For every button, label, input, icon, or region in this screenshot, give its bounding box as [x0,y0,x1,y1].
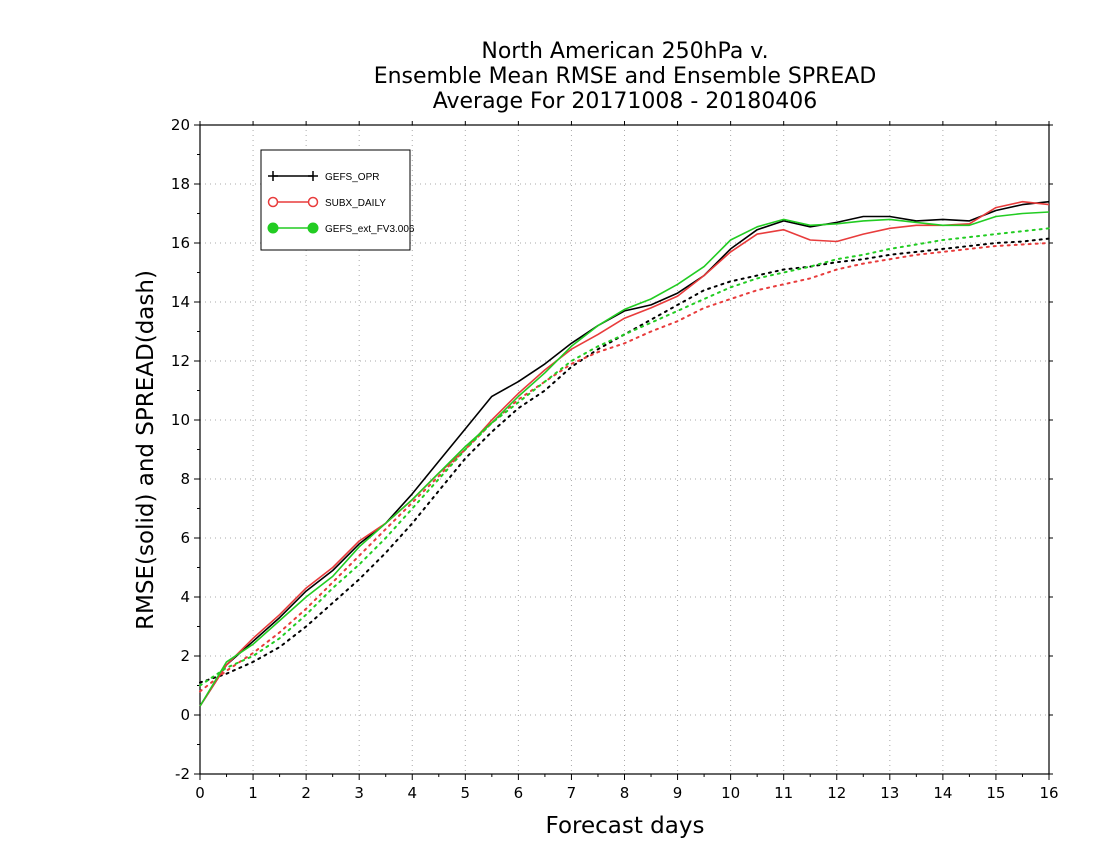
series-lines [199,200,1050,707]
x-tick-label: 3 [354,784,364,802]
series-spread-line [199,227,1050,687]
legend-marker-plus [268,171,278,181]
y-tick-label: 18 [171,175,190,193]
axes: 0 1 2 3 4 5 6 7 8 9 10 11 12 13 14 15 16-202468101214161… [171,116,1059,802]
x-tick-label: 5 [461,784,471,802]
x-tick-label: 7 [567,784,577,802]
x-tick-label: 0 [195,784,205,802]
chart-title-line-1: North American 250hPa v. [481,39,768,64]
chart-title-line-3: Average For 20171008 - 20180406 [433,89,818,114]
chart-title: North American 250hPa v. Ensemble Mean R… [374,39,877,114]
x-tick-label: 12 [827,784,846,802]
grid [200,125,1049,774]
y-tick-label: 2 [180,647,190,665]
y-tick-label: -2 [175,765,190,783]
legend-marker-dot [307,222,319,234]
legend-label: GEFS_ext_FV3.006 [325,224,415,235]
y-tick-label: 20 [171,116,190,134]
legend-box [260,149,411,251]
x-tick-label: 11 [774,784,793,802]
y-tick-label: 10 [171,411,190,429]
y-tick-label: 4 [180,588,190,606]
legend-marker-circle [267,196,279,208]
x-tick-label: 6 [514,784,524,802]
legend-label: SUBX_DAILY [325,198,386,209]
x-axis-label: Forecast days [546,813,705,839]
x-tick-label: 1 [248,784,258,802]
legend-label: GEFS_OPR [325,172,379,183]
y-tick-label: 12 [171,352,190,370]
x-tick-label: 16 [1039,784,1058,802]
chart-title-line-2: Ensemble Mean RMSE and Ensemble SPREAD [374,64,877,89]
y-tick-label: 8 [180,470,190,488]
legend-marker-plus [308,171,318,181]
series-rmse-line [199,200,1050,707]
x-tick-label: 9 [673,784,683,802]
x-tick-label: 8 [620,784,630,802]
x-tick-label: 13 [880,784,899,802]
x-tick-label: 4 [407,784,417,802]
legend-marker-circle [307,196,319,208]
y-tick-label: 16 [171,234,190,252]
x-tick-label: 2 [301,784,311,802]
legend: GEFS_OPR SUBX_DAILY GEFS_ext_FV3.006 [260,149,415,251]
legend-marker-dot [267,222,279,234]
series-rmse-line [199,211,1050,707]
x-tick-label: 14 [933,784,952,802]
y-tick-label: 6 [180,529,190,547]
x-tick-label: 10 [721,784,740,802]
series-rmse-line [199,200,1050,707]
y-tick-label: 0 [180,706,190,724]
series-spread-line [199,242,1050,693]
x-tick-label: 15 [986,784,1005,802]
y-axis-label: RMSE(solid) and SPREAD(dash) [133,270,159,630]
y-tick-label: 14 [171,293,190,311]
